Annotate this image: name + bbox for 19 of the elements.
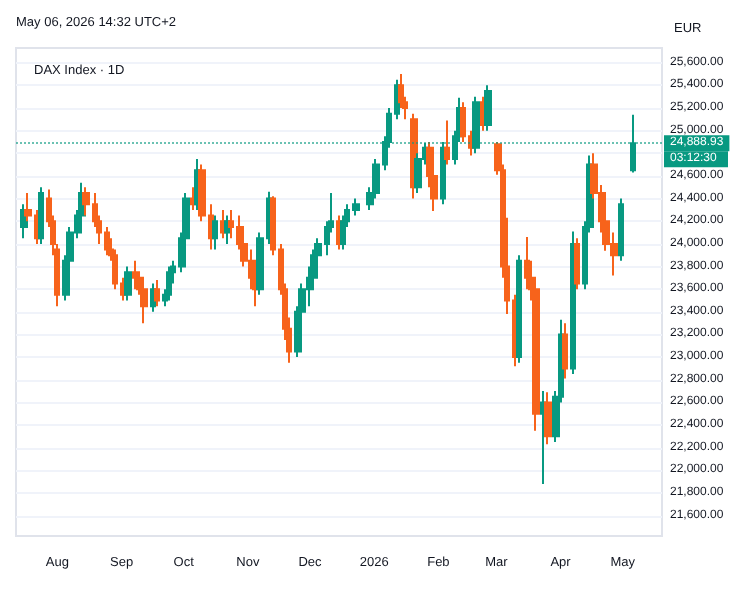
candlestick bbox=[574, 237, 580, 291]
candlestick bbox=[224, 214, 230, 245]
candlestick bbox=[124, 265, 132, 302]
candlestick bbox=[562, 322, 568, 380]
candlestick bbox=[444, 119, 450, 166]
candlestick bbox=[516, 254, 522, 364]
candlestick bbox=[154, 279, 160, 308]
candlestick bbox=[440, 140, 446, 206]
candlestick bbox=[630, 113, 636, 174]
candlestick bbox=[38, 186, 44, 245]
candlestick bbox=[132, 259, 140, 291]
candlestick bbox=[618, 197, 624, 262]
candlestick bbox=[472, 95, 480, 155]
candlestick bbox=[570, 230, 576, 376]
candlestick bbox=[544, 391, 552, 446]
candlestick bbox=[212, 214, 218, 251]
candlestick bbox=[220, 208, 226, 240]
candlestick bbox=[484, 84, 492, 132]
candlestick bbox=[166, 265, 172, 302]
